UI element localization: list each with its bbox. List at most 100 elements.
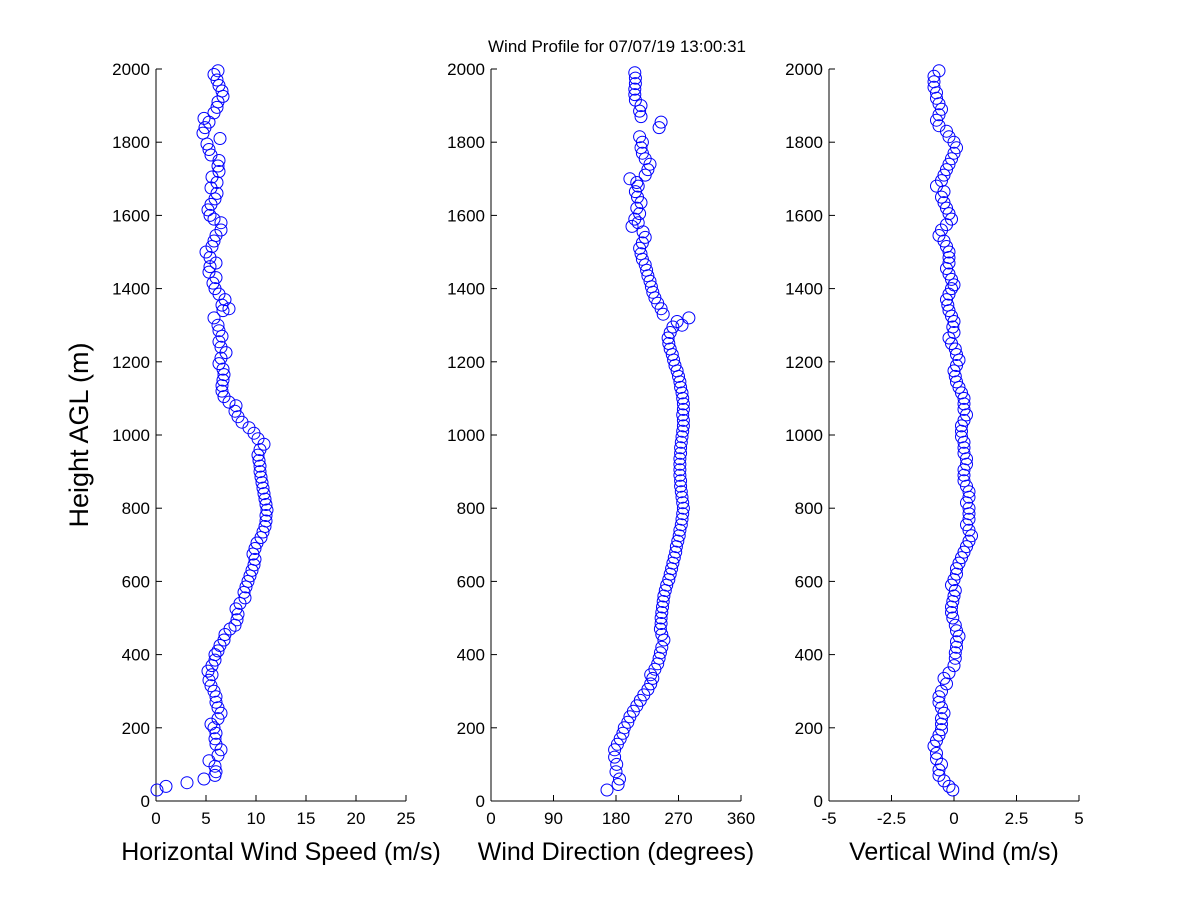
data-point bbox=[960, 540, 973, 554]
data-point bbox=[628, 66, 642, 80]
data-point bbox=[212, 357, 226, 371]
data-point bbox=[656, 595, 670, 608]
data-point bbox=[675, 430, 689, 444]
data-point bbox=[945, 152, 958, 166]
data-point bbox=[180, 776, 194, 790]
x-tick-label: 90 bbox=[544, 809, 563, 828]
data-point bbox=[654, 115, 668, 129]
data-point bbox=[628, 77, 642, 91]
y-tick-label: 1200 bbox=[112, 353, 150, 372]
data-point bbox=[945, 606, 958, 619]
data-point bbox=[676, 496, 690, 510]
y-tick-label: 0 bbox=[814, 792, 823, 811]
data-point bbox=[216, 373, 230, 387]
data-point bbox=[208, 653, 222, 667]
data-point bbox=[935, 717, 948, 731]
data-point bbox=[932, 64, 946, 78]
data-point bbox=[655, 640, 669, 654]
data-point bbox=[947, 589, 961, 603]
data-point bbox=[207, 311, 221, 325]
data-point bbox=[946, 783, 960, 797]
y-tick-label: 1600 bbox=[785, 206, 823, 225]
data-point bbox=[630, 176, 644, 189]
data-point bbox=[946, 611, 960, 625]
data-point bbox=[946, 320, 960, 334]
x-tick-label: 25 bbox=[397, 809, 416, 828]
data-point bbox=[942, 256, 956, 270]
data-point bbox=[260, 503, 274, 517]
data-point bbox=[217, 633, 231, 647]
data-point bbox=[661, 331, 675, 345]
data-point bbox=[608, 750, 622, 764]
data-point bbox=[948, 646, 962, 660]
x-axis-label: Horizontal Wind Speed (m/s) bbox=[121, 838, 441, 866]
data-point bbox=[253, 459, 267, 473]
y-tick-label: 800 bbox=[457, 499, 485, 518]
data-point bbox=[251, 448, 265, 462]
data-point bbox=[673, 463, 687, 477]
data-point bbox=[621, 715, 635, 729]
y-tick-label: 1200 bbox=[447, 353, 485, 372]
data-point bbox=[670, 315, 684, 328]
data-point bbox=[947, 326, 961, 339]
data-point bbox=[948, 369, 962, 383]
data-point bbox=[655, 606, 669, 619]
data-point bbox=[255, 476, 269, 490]
data-point bbox=[674, 518, 688, 532]
data-point bbox=[215, 384, 229, 398]
data-point bbox=[212, 165, 226, 178]
data-point bbox=[209, 695, 223, 709]
data-point bbox=[210, 100, 224, 114]
data-point bbox=[623, 172, 637, 186]
data-point bbox=[955, 419, 968, 433]
data-point bbox=[150, 783, 164, 797]
y-tick-label: 1200 bbox=[785, 353, 823, 372]
data-point bbox=[932, 690, 946, 704]
data-point bbox=[962, 485, 976, 499]
data-point bbox=[646, 671, 660, 685]
x-tick-label: -2.5 bbox=[877, 809, 906, 828]
y-tick-label: 1400 bbox=[447, 280, 485, 299]
y-tick-label: 600 bbox=[122, 572, 150, 591]
data-point bbox=[217, 368, 231, 382]
data-point bbox=[676, 408, 690, 422]
data-point bbox=[935, 223, 948, 237]
data-point bbox=[628, 82, 642, 96]
y-tick-label: 2000 bbox=[112, 60, 150, 79]
data-point bbox=[948, 651, 962, 665]
y-tick-label: 2000 bbox=[785, 60, 823, 79]
data-point bbox=[927, 739, 941, 753]
data-point bbox=[230, 613, 244, 627]
data-point bbox=[222, 302, 236, 316]
y-tick-label: 1000 bbox=[447, 426, 485, 445]
data-point bbox=[625, 219, 639, 233]
y-tick-label: 1600 bbox=[112, 206, 150, 225]
data-point bbox=[207, 721, 221, 735]
data-point bbox=[228, 404, 242, 418]
data-point bbox=[932, 229, 946, 242]
y-tick-label: 1400 bbox=[785, 280, 823, 299]
data-point bbox=[945, 212, 958, 226]
y-tick-label: 1000 bbox=[785, 426, 823, 445]
y-tick-label: 1800 bbox=[447, 133, 485, 152]
data-point bbox=[656, 600, 669, 614]
data-point bbox=[676, 419, 690, 433]
data-point bbox=[937, 168, 951, 182]
data-point bbox=[209, 765, 223, 779]
data-point bbox=[955, 430, 968, 444]
y-tick-label: 2000 bbox=[447, 60, 485, 79]
data-point bbox=[207, 234, 221, 248]
data-point bbox=[932, 119, 946, 133]
x-tick-label: 0 bbox=[151, 809, 160, 828]
x-tick-label: -5 bbox=[821, 809, 836, 828]
x-tick-label: 180 bbox=[602, 809, 630, 828]
x-tick-label: 5 bbox=[201, 809, 210, 828]
data-point bbox=[634, 141, 648, 155]
panel-horizontal-wind-speed: 0 200 400 600 800 1000 1200 1400 1600 1800 2000 0 5 1… bbox=[64, 60, 441, 866]
data-point bbox=[671, 534, 685, 548]
data-point bbox=[674, 380, 688, 394]
data-point bbox=[947, 659, 961, 673]
data-point bbox=[248, 552, 262, 566]
